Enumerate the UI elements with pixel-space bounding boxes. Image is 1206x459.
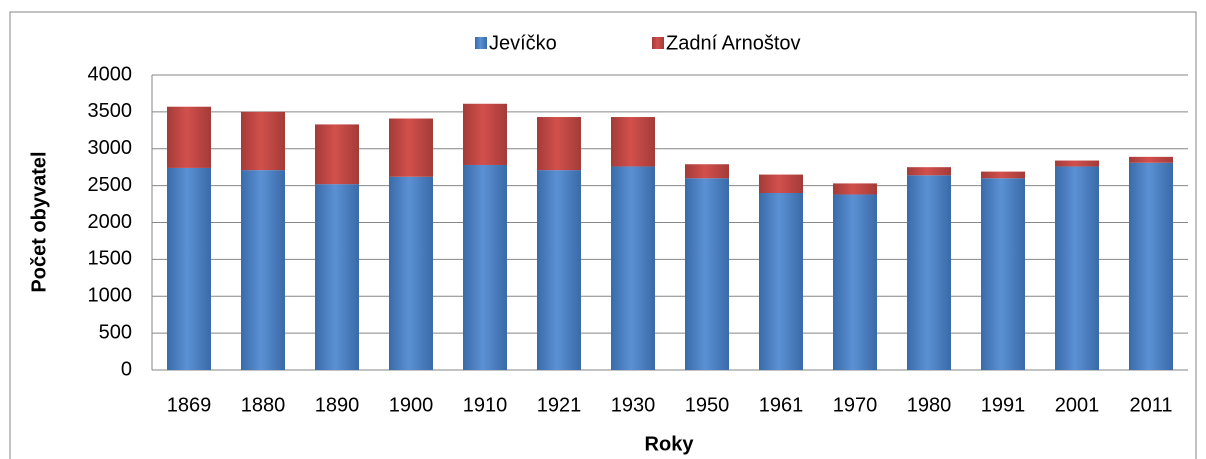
x-tick-label: 1970: [833, 394, 878, 416]
bar-segment: [389, 118, 433, 177]
bar-segment: [241, 111, 285, 171]
y-tick-label: 2000: [88, 211, 133, 233]
legend-label: Zadní Arnoštov: [666, 32, 801, 54]
x-tick-label: 1869: [167, 394, 212, 416]
y-tick-label: 3000: [88, 137, 133, 159]
bar-segment: [907, 175, 951, 370]
y-tick-label: 4000: [88, 63, 133, 85]
bar-segment: [611, 117, 655, 167]
x-tick-label: 1980: [907, 394, 952, 416]
bar-segment: [315, 124, 359, 185]
bar-segment: [1129, 156, 1173, 163]
x-tick-label: 1880: [241, 394, 286, 416]
bar-segment: [611, 166, 655, 370]
x-tick-label: 1890: [315, 394, 360, 416]
bar-segment: [833, 183, 877, 195]
x-tick-label: 1910: [463, 394, 508, 416]
y-tick-label: 1000: [88, 285, 133, 307]
y-tick-label: 1500: [88, 248, 133, 270]
bar-segment: [907, 167, 951, 176]
bar-segment: [833, 194, 877, 370]
bar-segment: [685, 178, 729, 370]
bar-segment: [537, 170, 581, 370]
bar-segment: [315, 184, 359, 370]
legend-swatch: [652, 37, 664, 49]
bar-segment: [1055, 160, 1099, 167]
bar-segment: [759, 174, 803, 193]
x-tick-label: 2011: [1129, 394, 1172, 416]
x-tick-label: 2001: [1055, 394, 1100, 416]
x-tick-label: 1950: [685, 394, 730, 416]
bar-segment: [685, 164, 729, 179]
bar-segment: [463, 103, 507, 165]
bar-segment: [537, 117, 581, 171]
bar-segment: [759, 193, 803, 370]
chart-frame: [9, 11, 1197, 459]
bar-segment: [981, 178, 1025, 370]
x-axis-label: Roky: [645, 433, 695, 455]
x-tick-label: 1900: [389, 394, 434, 416]
bar-segment: [389, 176, 433, 370]
bar-segment: [241, 170, 285, 370]
bar-segment: [1055, 166, 1099, 370]
y-tick-label: 2500: [88, 174, 133, 196]
legend-swatch: [475, 37, 487, 49]
bar-segment: [463, 164, 507, 370]
x-tick-label: 1930: [611, 394, 656, 416]
bar-segment: [167, 106, 211, 168]
y-tick-label: 500: [99, 321, 132, 343]
legend-label: Jevíčko: [489, 32, 557, 54]
bar-segment: [1129, 162, 1173, 370]
bar-segment: [167, 167, 211, 370]
x-tick-label: 1961: [759, 394, 804, 416]
bar-segment: [981, 171, 1025, 179]
x-tick-label: 1921: [537, 394, 582, 416]
y-tick-label: 0: [121, 358, 132, 380]
y-axis-label: Počet obyvatel: [28, 151, 50, 292]
y-tick-label: 3500: [88, 100, 133, 122]
x-tick-label: 1991: [981, 394, 1026, 416]
